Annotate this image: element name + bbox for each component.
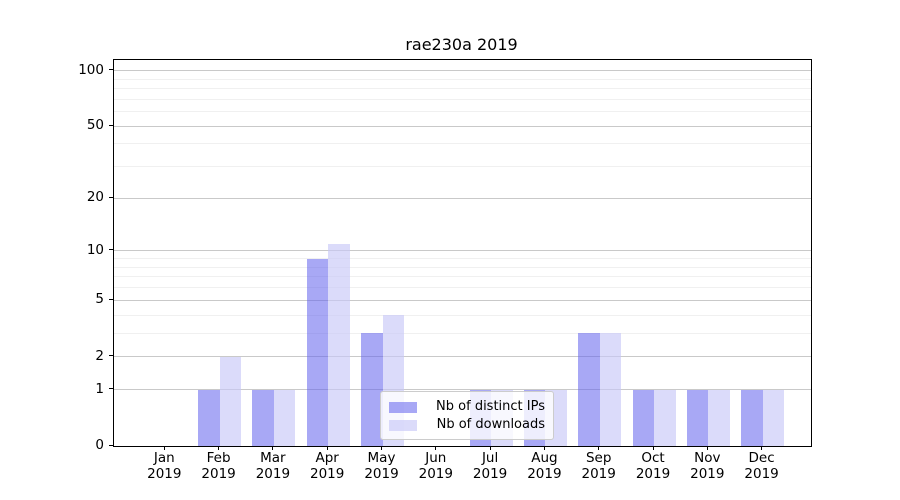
gridline-minor-6 (114, 287, 811, 289)
bar-sep-downloads (599, 333, 622, 446)
y-tick-1 (109, 388, 113, 390)
y-tick-label-100: 100 (78, 61, 104, 78)
x-tick-label-sep: Sep 2019 (581, 450, 616, 482)
gridline-minor-90 (114, 78, 811, 80)
x-tick-jul (489, 446, 491, 450)
gridline-major-10 (114, 250, 811, 252)
gridline-major-20 (114, 197, 811, 199)
legend-swatch-distinct-ips (389, 401, 417, 413)
x-tick-label-apr: Apr 2019 (310, 450, 345, 482)
y-tick-10 (109, 249, 113, 251)
bar-oct-downloads (654, 389, 676, 446)
y-tick-50 (109, 124, 113, 126)
x-tick-label-jan: Jan 2019 (147, 450, 182, 482)
legend-swatch-downloads (389, 419, 417, 431)
bar-nov-distinct-ips (686, 389, 709, 446)
y-tick-2 (109, 355, 113, 357)
x-tick-aug (543, 446, 545, 450)
x-tick-dec (761, 446, 763, 450)
x-tick-label-feb: Feb 2019 (201, 450, 236, 482)
y-tick-label-0: 0 (95, 437, 104, 453)
gridline-minor-7 (114, 276, 811, 278)
x-tick-apr (326, 446, 328, 450)
y-tick-label-50: 50 (86, 117, 104, 134)
gridline-minor-8 (114, 266, 811, 268)
y-tick-label-20: 20 (86, 189, 104, 206)
bar-nov-downloads (708, 389, 730, 446)
chart-title: rae230a 2019 (405, 35, 518, 54)
bar-mar-downloads (273, 389, 296, 446)
x-tick-label-oct: Oct 2019 (635, 450, 671, 482)
gridline-minor-40 (114, 143, 811, 145)
x-tick-sep (598, 446, 600, 450)
x-tick-label-mar: Mar 2019 (255, 450, 291, 482)
legend: Nb of distinct IPs Nb of downloads (380, 391, 554, 440)
x-tick-label-aug: Aug 2019 (527, 450, 562, 482)
gridline-major-5 (114, 299, 811, 301)
gridline-major-1 (114, 389, 811, 391)
x-tick-jan (163, 446, 165, 450)
y-tick-0 (109, 444, 113, 446)
y-tick-label-5: 5 (95, 291, 104, 308)
bar-sep-distinct-ips (578, 333, 600, 446)
y-tick-label-1: 1 (95, 380, 104, 397)
x-tick-nov (706, 446, 708, 450)
bar-feb-distinct-ips (198, 389, 220, 446)
x-tick-oct (652, 446, 654, 450)
gridline-minor-70 (114, 98, 811, 100)
bar-apr-distinct-ips (306, 258, 329, 446)
x-tick-label-may: May 2019 (364, 450, 399, 482)
y-tick-5 (109, 298, 113, 300)
gridline-minor-60 (114, 111, 811, 113)
x-tick-label-dec: Dec 2019 (744, 450, 779, 482)
y-tick-20 (109, 196, 113, 198)
legend-item-distinct-ips: Nb of distinct IPs (389, 398, 545, 416)
legend-item-downloads: Nb of downloads (389, 416, 545, 434)
y-tick-100 (109, 69, 113, 71)
bar-dec-downloads (762, 389, 785, 446)
x-tick-jun (435, 446, 437, 450)
x-tick-mar (272, 446, 274, 450)
legend-label-distinct-ips: Nb of distinct IPs (436, 399, 545, 414)
bar-may-distinct-ips (361, 333, 383, 446)
gridline-minor-80 (114, 88, 811, 89)
legend-label-downloads: Nb of downloads (436, 417, 545, 432)
gridline-major-100 (114, 70, 811, 72)
x-tick-label-jul: Jul 2019 (472, 450, 508, 482)
x-tick-label-nov: Nov 2019 (690, 450, 725, 482)
gridline-minor-30 (114, 166, 811, 168)
bar-feb-downloads (219, 356, 242, 446)
x-tick-label-jun: Jun 2019 (418, 450, 453, 482)
plot-area (113, 59, 812, 447)
y-tick-label-2: 2 (95, 347, 104, 364)
x-tick-feb (218, 446, 220, 450)
bar-dec-distinct-ips (741, 389, 763, 446)
gridline-minor-4 (114, 314, 811, 316)
bar-apr-downloads (328, 243, 350, 446)
gridline-minor-3 (114, 332, 811, 334)
gridline-major-50 (114, 125, 811, 127)
gridline-major-2 (114, 356, 811, 358)
x-tick-may (381, 446, 382, 450)
bar-oct-distinct-ips (632, 389, 654, 446)
bar-mar-distinct-ips (252, 389, 274, 446)
gridline-minor-9 (114, 258, 811, 260)
y-tick-label-10: 10 (86, 241, 104, 258)
